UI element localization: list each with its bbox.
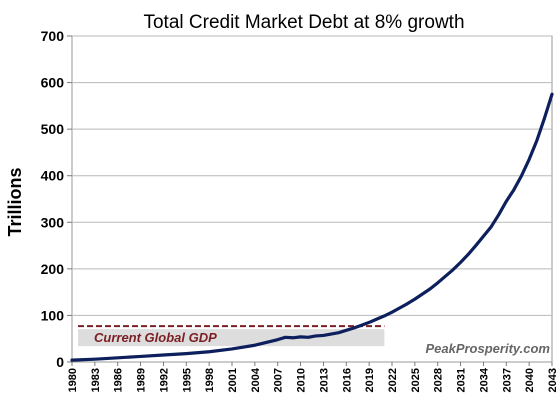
- x-tick-label: 2040: [524, 368, 536, 392]
- x-tick-label: 2022: [387, 368, 399, 392]
- x-tick-label: 2013: [318, 368, 330, 392]
- y-tick-label: 500: [41, 121, 65, 137]
- x-tick-label: 2034: [478, 367, 490, 392]
- series-line: [70, 92, 554, 362]
- x-tick-label: 1980: [67, 368, 79, 392]
- y-tick-label: 200: [41, 261, 65, 277]
- plot-border: [71, 35, 553, 363]
- x-tick-label: 1998: [204, 368, 216, 392]
- gdp-annotation: Current Global GDP: [78, 325, 385, 347]
- x-tick-label: 1986: [113, 368, 125, 392]
- y-tick-label: 700: [41, 28, 65, 44]
- x-tick-label: 2031: [456, 368, 468, 392]
- x-tick-label: 2001: [227, 368, 239, 392]
- x-tick-label: 1983: [90, 368, 102, 392]
- x-tick-label: 2043: [547, 368, 559, 392]
- x-tick-label: 2016: [341, 368, 353, 392]
- x-axis: 1980 1983 1986 1989 1992 1995 1998 2001 2004 2007…: [67, 362, 559, 392]
- x-tick-label: 1995: [181, 368, 193, 392]
- gdp-label: Current Global GDP: [94, 330, 217, 345]
- x-tick-label: 2007: [273, 368, 285, 392]
- x-tick-label: 1989: [136, 368, 148, 392]
- y-tick-label: 0: [56, 354, 64, 370]
- gridlines: [72, 35, 552, 316]
- x-tick-label: 2004: [250, 367, 262, 392]
- y-tick-label: 600: [41, 75, 65, 91]
- y-tick-label: 300: [41, 214, 65, 230]
- series-layer: [70, 92, 554, 362]
- x-tick-label: 1992: [158, 368, 170, 392]
- watermark: PeakProsperity.com: [425, 341, 550, 356]
- x-tick-label: 2025: [410, 368, 422, 392]
- y-axis-title: Trillions: [5, 167, 25, 236]
- x-tick-label: 2010: [296, 368, 308, 392]
- y-tick-label: 100: [41, 307, 65, 323]
- x-tick-label: 2019: [364, 368, 376, 392]
- y-axis: 0 100 200 300 400 500 600 700: [41, 28, 72, 370]
- x-tick-label: 2028: [433, 368, 445, 392]
- x-tick-label: 2037: [501, 368, 513, 392]
- y-tick-label: 400: [41, 168, 65, 184]
- gdp-label-background: [78, 329, 385, 347]
- chart-title: Total Credit Market Debt at 8% growth: [143, 12, 464, 33]
- plot-area: [71, 35, 553, 363]
